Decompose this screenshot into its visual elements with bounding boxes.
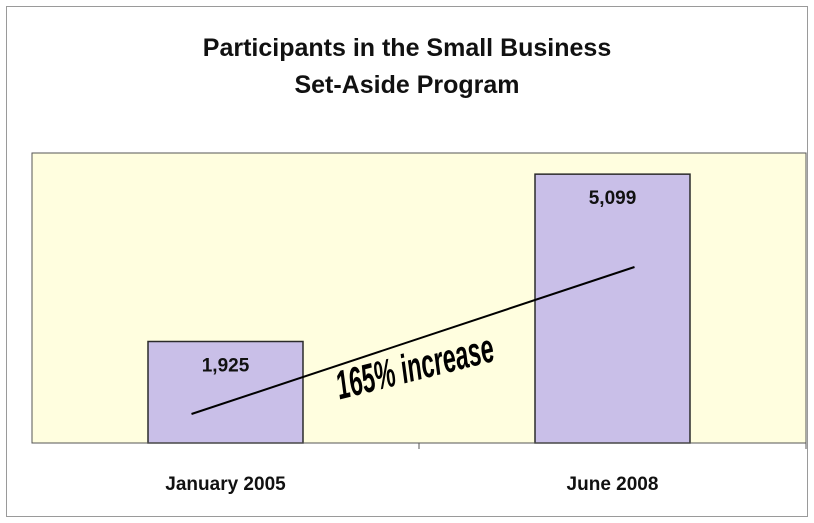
chart-title-line-1: Participants in the Small Business — [202, 34, 612, 62]
trend-line — [191, 266, 635, 415]
bar-value-label-1: 5,099 — [589, 188, 637, 209]
chart-title-line-2: Set-Aside Program — [294, 71, 520, 99]
bar-1 — [534, 173, 691, 444]
bar-value-label-0: 1,925 — [202, 356, 250, 377]
x-tick-label-1: June 2008 — [567, 474, 659, 495]
bar-0 — [147, 340, 304, 444]
x-tick-label-0: January 2005 — [165, 474, 286, 495]
chart-title: Participants in the Small Business Set-A… — [0, 30, 814, 104]
